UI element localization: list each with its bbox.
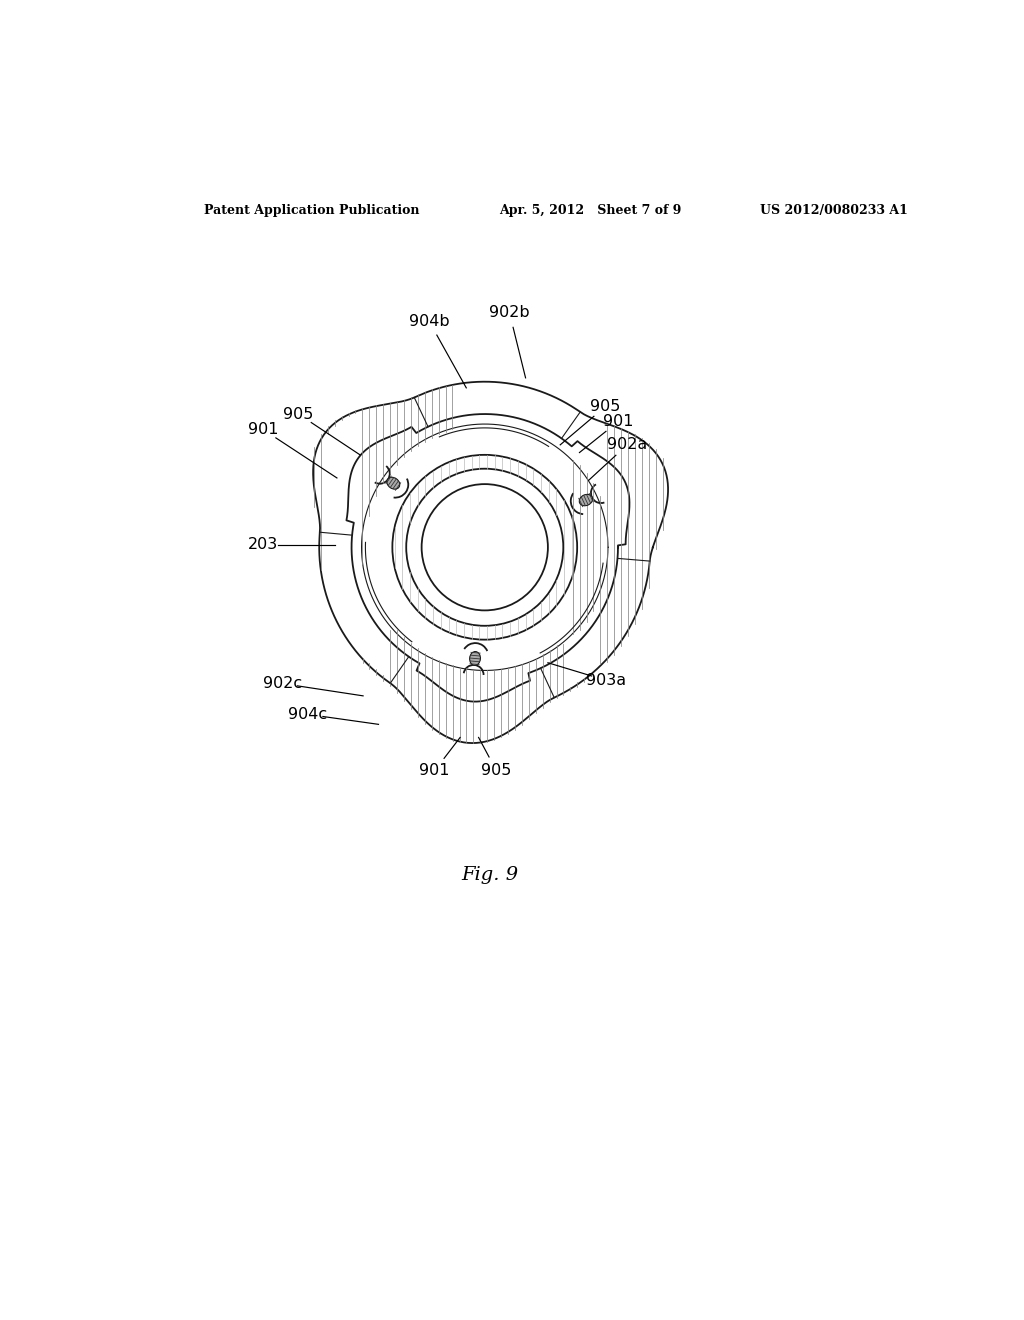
Text: 902a: 902a <box>607 437 647 453</box>
Text: 901: 901 <box>248 422 279 437</box>
Text: 903a: 903a <box>587 673 627 688</box>
Text: 901: 901 <box>420 763 450 777</box>
Text: 905: 905 <box>481 763 512 777</box>
Text: 203: 203 <box>248 537 279 553</box>
Text: 904b: 904b <box>409 314 450 329</box>
Text: Apr. 5, 2012   Sheet 7 of 9: Apr. 5, 2012 Sheet 7 of 9 <box>499 205 681 218</box>
Text: Patent Application Publication: Patent Application Publication <box>204 205 419 218</box>
Text: 902b: 902b <box>489 305 529 319</box>
Text: US 2012/0080233 A1: US 2012/0080233 A1 <box>761 205 908 218</box>
Text: 905: 905 <box>284 407 313 421</box>
Text: 901: 901 <box>603 414 633 429</box>
Text: Fig. 9: Fig. 9 <box>461 866 518 883</box>
Text: 904c: 904c <box>288 706 328 722</box>
Ellipse shape <box>580 495 593 506</box>
Ellipse shape <box>387 478 399 490</box>
Text: 902c: 902c <box>263 676 302 692</box>
Text: 905: 905 <box>591 399 621 414</box>
Ellipse shape <box>470 652 480 665</box>
